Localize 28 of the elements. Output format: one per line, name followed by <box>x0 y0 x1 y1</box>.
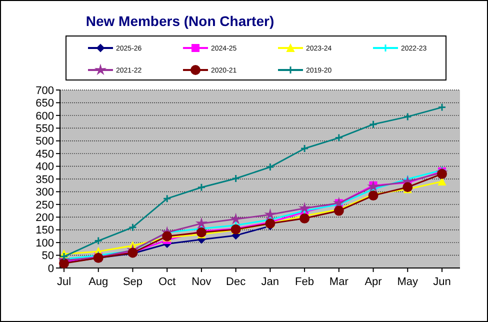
x-tick-label: Jan <box>261 276 280 288</box>
y-tick-label: 350 <box>36 174 54 186</box>
y-tick-label: 150 <box>36 224 54 237</box>
x-tick-label: Oct <box>158 276 176 288</box>
y-tick-label: 200 <box>36 212 54 224</box>
y-tick-label: 50 <box>42 250 54 262</box>
y-tick-label: 450 <box>36 148 54 160</box>
y-tick-label: 500 <box>36 136 54 148</box>
y-tick-label: 600 <box>36 110 54 122</box>
y-tick-label: 650 <box>36 98 54 110</box>
x-tick-label: Mar <box>329 276 349 288</box>
y-tick-label: 0 <box>48 262 54 275</box>
chart-title: New Members (Non Charter) <box>86 13 274 29</box>
y-tick-label: 100 <box>36 237 54 250</box>
x-tick-label: Aug <box>88 276 108 288</box>
y-tick-label: 400 <box>36 161 54 174</box>
y-tick-label: 300 <box>36 186 54 199</box>
x-tick-label: Feb <box>295 276 314 288</box>
x-tick-label: Nov <box>192 276 212 288</box>
y-tick-label: 550 <box>36 122 54 135</box>
x-tick-label: Dec <box>226 276 246 288</box>
x-tick-label: Apr <box>364 276 382 288</box>
x-tick-label: May <box>397 276 419 288</box>
x-tick-label: Sep <box>122 276 143 288</box>
x-tick-label: Jul <box>56 276 72 288</box>
y-tick-label: 700 <box>36 84 54 97</box>
y-tick-label: 250 <box>36 199 54 212</box>
x-tick-label: Jun <box>433 276 451 288</box>
